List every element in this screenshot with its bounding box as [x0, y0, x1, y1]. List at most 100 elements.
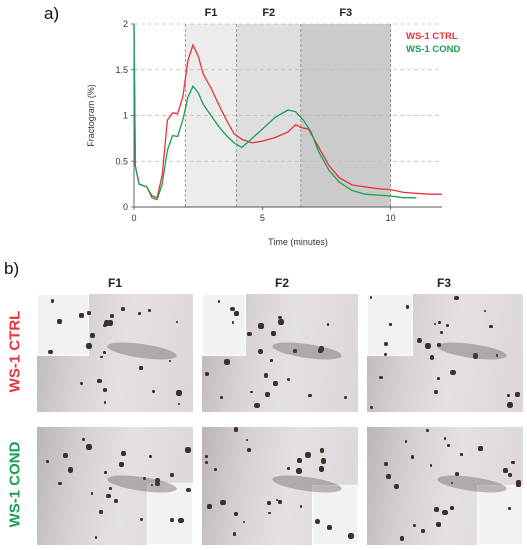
particle	[102, 323, 107, 328]
particle	[118, 462, 124, 468]
particle	[389, 323, 392, 326]
particle	[416, 337, 423, 344]
row-label-cond: WS-1 COND	[6, 441, 24, 528]
particle	[515, 392, 520, 397]
particle	[383, 352, 387, 356]
particle	[483, 310, 487, 313]
particle	[258, 323, 264, 329]
row-label-ctrl: WS-1 CTRL	[6, 310, 24, 393]
fraction-label-f2: F2	[262, 7, 275, 19]
particle	[369, 296, 373, 299]
legend-entry-cond: WS-1 COND	[406, 44, 461, 55]
particle	[103, 320, 110, 326]
particle	[107, 320, 114, 326]
particle	[399, 536, 405, 541]
particle	[433, 390, 438, 395]
particle	[103, 401, 107, 404]
particle	[204, 454, 208, 459]
particle	[139, 517, 143, 521]
dark-streak	[436, 339, 508, 363]
dark-streak	[271, 472, 343, 496]
particle	[515, 479, 521, 485]
x-tick-label: 10	[386, 213, 396, 223]
particle	[97, 378, 102, 384]
x-tick-label: 5	[260, 213, 265, 223]
particle	[299, 504, 303, 508]
particle	[103, 350, 107, 354]
particle	[178, 517, 184, 523]
micrograph-inset	[477, 485, 523, 545]
particle	[327, 323, 330, 326]
particle	[425, 343, 431, 349]
particle	[460, 453, 463, 456]
particle	[495, 354, 499, 357]
particle	[232, 531, 237, 536]
particle	[58, 481, 62, 486]
particle	[257, 349, 263, 355]
particle	[85, 343, 92, 349]
particle	[154, 477, 161, 484]
particle	[67, 466, 74, 473]
x-axis-label: Time (minutes)	[268, 237, 328, 247]
particle	[446, 443, 451, 448]
fraction-label-f1: F1	[205, 7, 218, 19]
particle	[99, 510, 104, 515]
particle	[82, 438, 85, 441]
particle	[507, 401, 514, 408]
particle	[155, 481, 160, 487]
particle	[489, 324, 493, 329]
particle	[369, 405, 373, 409]
particle	[472, 353, 479, 359]
particle	[454, 295, 460, 301]
particle	[437, 342, 442, 347]
particle	[137, 311, 141, 315]
legend-entry-ctrl: WS-1 CTRL	[406, 31, 458, 42]
particle	[99, 355, 103, 359]
particle	[94, 536, 98, 540]
dark-streak	[106, 472, 178, 496]
column-label-f2: F2	[274, 276, 289, 290]
micrograph-cond-f3	[367, 427, 523, 545]
particle	[206, 503, 212, 509]
particle	[113, 498, 118, 503]
particle	[327, 524, 333, 530]
dark-streak	[271, 339, 343, 363]
micrograph-inset	[37, 294, 89, 356]
particle	[286, 377, 291, 382]
particle	[437, 321, 441, 325]
micrograph-cond-f1	[37, 427, 193, 545]
particle	[378, 375, 383, 380]
particle	[386, 474, 391, 479]
particle	[318, 348, 323, 353]
particle	[230, 306, 235, 312]
panel-a-label: a)	[44, 4, 60, 23]
particle	[508, 473, 513, 478]
particle	[57, 319, 62, 324]
particle	[91, 492, 94, 495]
particle	[319, 448, 325, 454]
particle	[243, 520, 246, 523]
particle	[445, 323, 450, 328]
column-label-f1: F1	[107, 276, 122, 290]
particle	[168, 360, 172, 363]
particle	[413, 523, 417, 528]
y-tick-label: 0	[123, 202, 128, 212]
particle	[219, 396, 223, 400]
particle	[150, 483, 154, 486]
particle	[205, 461, 209, 465]
particle	[148, 308, 152, 312]
particle	[454, 472, 460, 477]
particle	[217, 300, 221, 303]
particle	[169, 517, 175, 523]
particle	[320, 458, 326, 464]
particle	[439, 330, 444, 335]
micrograph-ctrl-f1	[37, 294, 193, 412]
particle	[478, 446, 483, 451]
particle	[139, 366, 143, 371]
particle	[175, 320, 179, 324]
particle	[450, 505, 454, 510]
particle	[214, 467, 218, 471]
particle	[436, 522, 442, 527]
particle	[275, 498, 278, 501]
particle	[450, 369, 456, 376]
